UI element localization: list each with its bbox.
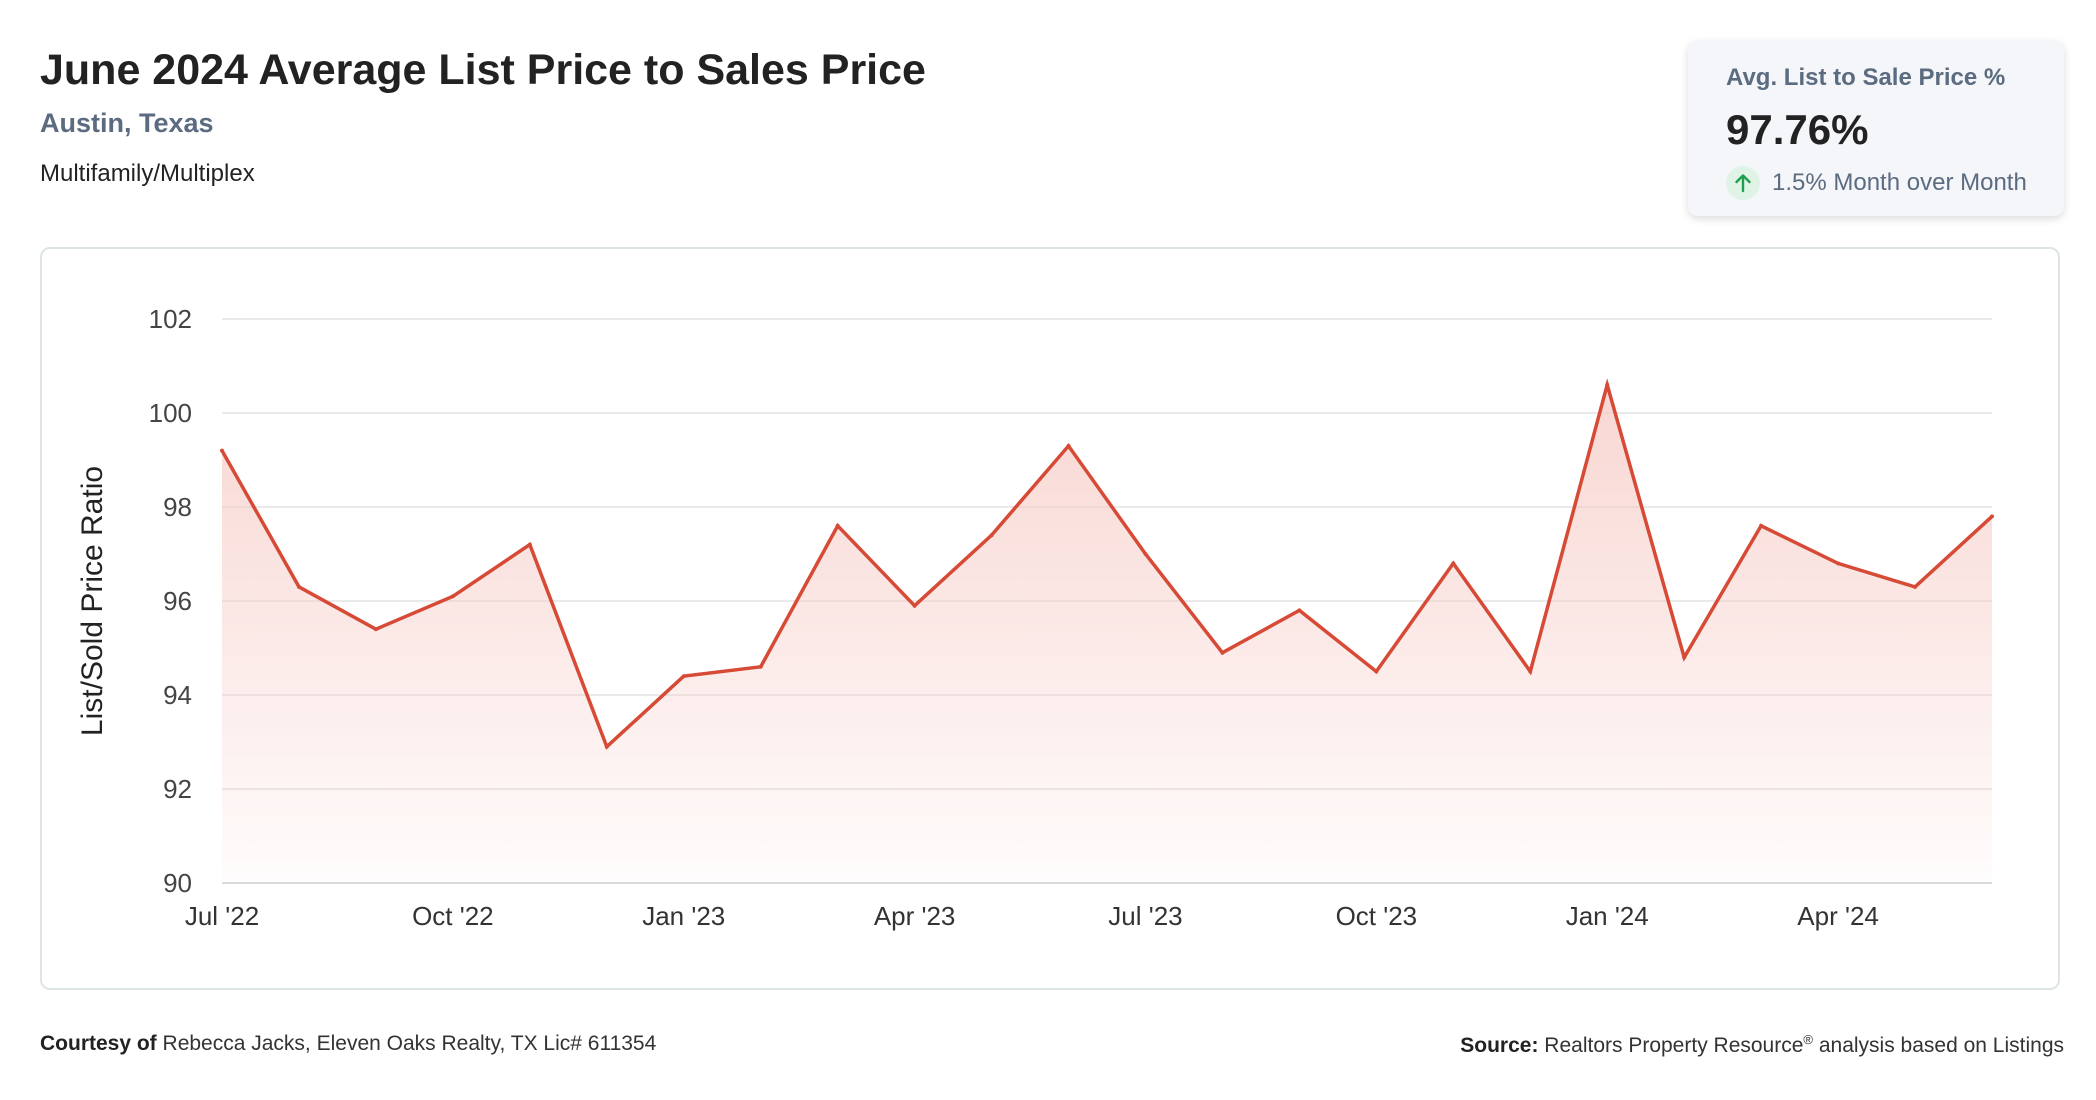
arrow-up-icon [1726,166,1760,200]
line-chart: 90 92 94 96 98 100 102 Jul '22 Oct '22 Jan '23 Apr… [76,304,1994,931]
stat-change-text: 1.5% Month over Month [1772,169,2027,196]
x-tick-label: Oct '23 [1336,901,1418,931]
data-point [220,448,224,453]
source-label: Source: [1460,1034,1539,1057]
chart-container: 90 92 94 96 98 100 102 Jul '22 Oct '22 Jan '23 Apr… [40,247,2060,990]
page-title: June 2024 Average List Price to Sales Pr… [40,46,926,94]
data-point [296,584,301,589]
source-text: Realtors Property Resource [1544,1034,1804,1057]
courtesy-footer: Courtesy of Rebecca Jacks, Eleven Oaks R… [40,1032,656,1056]
x-tick-label: Apr '23 [874,901,956,931]
data-point [450,594,455,599]
data-point [1297,608,1302,613]
data-point [989,533,994,538]
data-point [1220,650,1225,655]
data-point [1759,523,1764,528]
stat-value: 97.76% [1726,106,1869,153]
y-tick-label: 92 [163,774,192,804]
y-tick-label: 96 [163,586,192,616]
data-point [1528,669,1533,674]
y-tick-label: 98 [163,492,192,522]
source-text-after: analysis based on Listings [1818,1034,2064,1057]
series-area [222,384,1992,883]
stat-label: Avg. List to Sale Price % [1726,64,2006,91]
x-tick-label: Jul '22 [185,901,259,931]
x-tick-label: Apr '24 [1797,901,1879,931]
y-tick-label: 94 [163,680,192,710]
data-point [1990,514,1994,519]
data-point [373,627,378,632]
data-point [1374,669,1379,674]
x-tick-label: Jan '23 [642,901,725,931]
y-tick-label: 90 [163,868,192,898]
stat-card: Avg. List to Sale Price % 97.76% 1.5% Mo… [1688,40,2064,216]
data-point [604,744,609,749]
courtesy-label: Courtesy of [40,1032,157,1055]
y-tick-label: 102 [149,304,192,334]
stat-change: 1.5% Month over Month [1726,166,2064,200]
y-tick-label: 100 [149,398,192,428]
x-tick-label: Jul '23 [1108,901,1182,931]
x-tick-label: Oct '22 [412,901,494,931]
data-point [527,542,532,547]
data-point [681,674,686,679]
source-footer: Source: Realtors Property Resource® anal… [1460,1032,2064,1058]
data-point [912,603,917,608]
series-line [220,378,1994,750]
data-point [758,664,763,669]
data-point [1836,561,1841,566]
property-category: Multifamily/Multiplex [40,160,255,187]
courtesy-text: Rebecca Jacks, Eleven Oaks Realty, TX Li… [162,1032,657,1055]
data-point [1451,561,1456,566]
data-point [835,523,840,528]
data-point [1682,655,1687,660]
data-point [1066,443,1071,448]
data-point [1143,552,1148,556]
y-axis-label: List/Sold Price Ratio [76,466,109,736]
data-point [1913,584,1918,589]
registered-mark: ® [1803,1032,1813,1047]
x-tick-label: Jan '24 [1566,901,1649,931]
location-subtitle: Austin, Texas [40,108,214,138]
data-point [1605,382,1610,387]
